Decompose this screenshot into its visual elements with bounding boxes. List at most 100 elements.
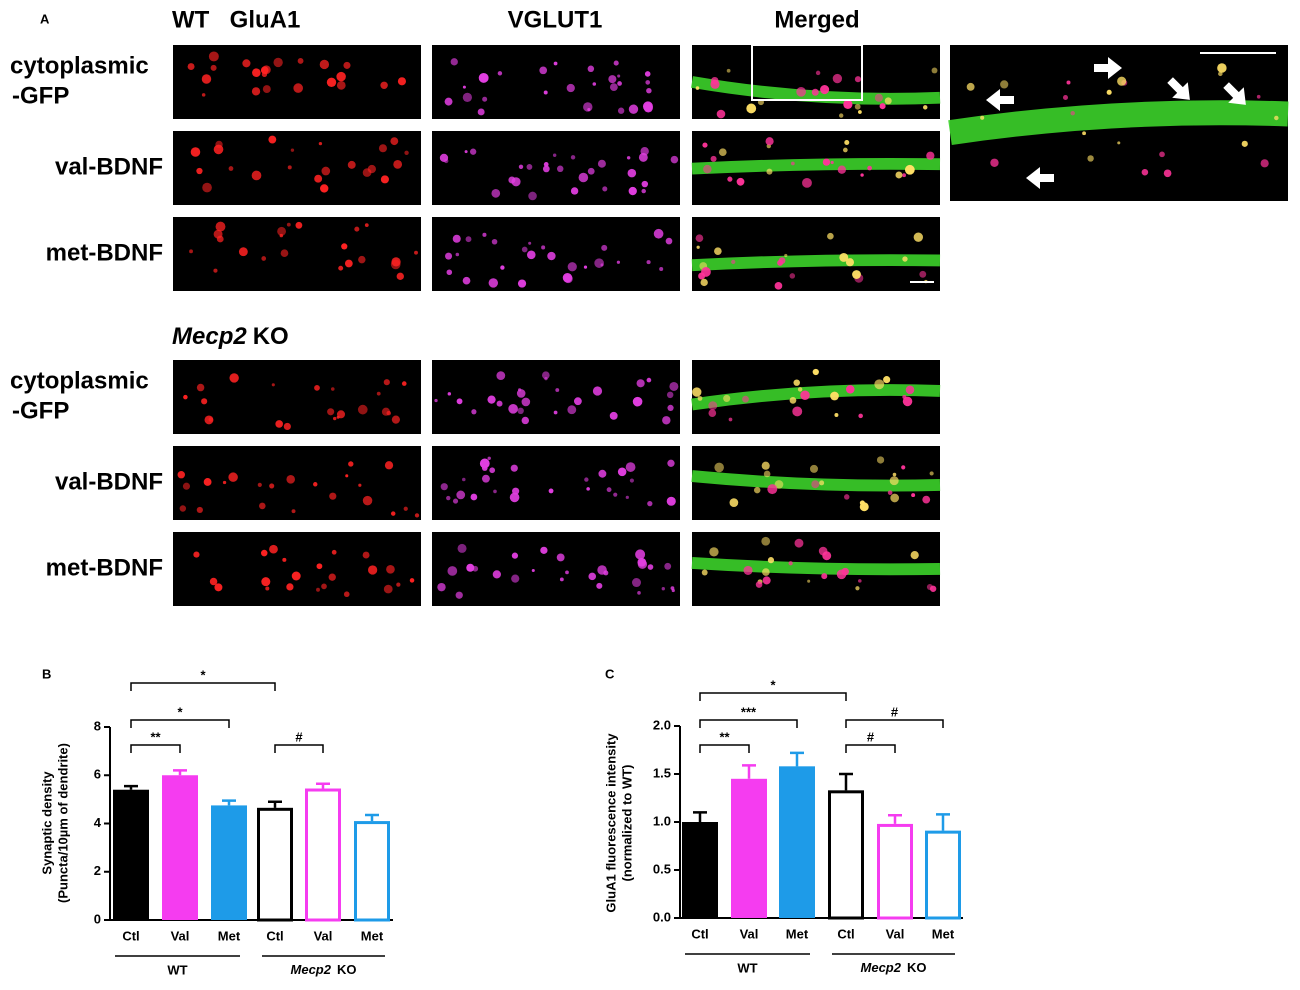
punctum — [617, 107, 625, 114]
punctum — [811, 88, 819, 96]
punctum — [472, 565, 479, 572]
punctum — [762, 568, 770, 576]
punctum — [208, 417, 214, 422]
punctum — [597, 159, 606, 168]
punctum — [482, 232, 487, 237]
significance-label: ** — [719, 729, 730, 744]
dendrite — [948, 100, 1289, 145]
punctum — [666, 391, 674, 399]
punctum — [261, 577, 271, 587]
punctum — [553, 410, 558, 415]
punctum — [331, 549, 337, 555]
punctum — [1241, 140, 1248, 147]
punctum — [222, 480, 227, 485]
punctum — [455, 591, 463, 599]
punctum — [343, 61, 351, 69]
punctum — [383, 584, 393, 594]
punctum — [905, 385, 915, 395]
x-tick-label: Ctl — [837, 926, 854, 941]
punctum — [629, 478, 634, 483]
punctum — [444, 97, 453, 106]
bar — [731, 778, 767, 918]
punctum — [479, 458, 490, 469]
punctum — [179, 505, 187, 512]
punctum — [904, 164, 915, 175]
punctum — [396, 582, 401, 587]
punctum — [695, 234, 704, 243]
punctum — [277, 226, 286, 236]
significance-bracket — [130, 682, 276, 691]
punctum — [728, 417, 733, 422]
punctum — [446, 269, 453, 275]
punctum — [268, 135, 277, 144]
punctum — [471, 409, 477, 415]
punctum — [844, 494, 850, 500]
punctum — [510, 464, 518, 472]
error-bar — [173, 769, 187, 776]
punctum — [902, 173, 906, 178]
punctum — [414, 250, 418, 255]
punctum — [702, 142, 708, 148]
punctum — [261, 71, 268, 78]
punctum — [765, 137, 774, 146]
punctum — [517, 279, 527, 288]
arrow — [1026, 167, 1054, 189]
punctum — [635, 549, 646, 560]
punctum — [567, 405, 577, 415]
group-label: WT — [737, 960, 757, 975]
punctum — [261, 256, 267, 261]
punctum — [742, 395, 749, 403]
punctum — [492, 570, 501, 579]
dendrite — [691, 76, 941, 105]
punctum — [531, 568, 535, 573]
bar — [211, 805, 247, 920]
punctum — [845, 385, 855, 394]
significance-label: # — [891, 704, 899, 719]
punctum — [378, 144, 387, 153]
punctum — [521, 246, 528, 253]
punctum — [789, 396, 797, 404]
punctum — [280, 249, 289, 257]
punctum — [922, 495, 931, 504]
y-axis-label: (normalized to WT) — [619, 765, 634, 882]
punctum — [316, 587, 320, 592]
punctum — [384, 461, 394, 470]
punctum — [213, 268, 218, 273]
punctum — [608, 75, 617, 84]
punctum — [637, 557, 647, 567]
punctum — [761, 461, 770, 470]
punctum — [857, 110, 862, 114]
y-tick-label: 6 — [94, 767, 101, 782]
bar — [354, 821, 390, 922]
micrograph — [692, 45, 940, 119]
punctum — [592, 386, 603, 396]
punctum — [819, 480, 825, 486]
punctum — [1087, 155, 1094, 162]
punctum — [642, 101, 653, 112]
punctum — [190, 147, 201, 157]
bar — [828, 790, 864, 920]
group-title-italic: Mecp2 — [172, 323, 247, 350]
punctum — [669, 381, 679, 391]
punctum — [518, 164, 524, 169]
punctum — [774, 480, 784, 489]
punctum — [617, 467, 627, 477]
punctum — [482, 96, 488, 102]
punctum — [697, 395, 703, 401]
punctum — [434, 398, 438, 403]
punctum — [462, 477, 466, 482]
punctum — [827, 232, 834, 240]
punctum — [390, 511, 396, 516]
punctum — [440, 483, 448, 491]
punctum — [746, 103, 757, 114]
punctum — [1274, 115, 1279, 121]
punctum — [884, 97, 892, 105]
punctum — [729, 498, 739, 507]
punctum — [616, 260, 621, 264]
punctum — [859, 500, 865, 506]
punctum — [807, 579, 811, 583]
punctum — [291, 509, 296, 514]
punctum — [376, 391, 381, 396]
punctum — [559, 577, 564, 582]
significance-bracket — [845, 744, 896, 753]
